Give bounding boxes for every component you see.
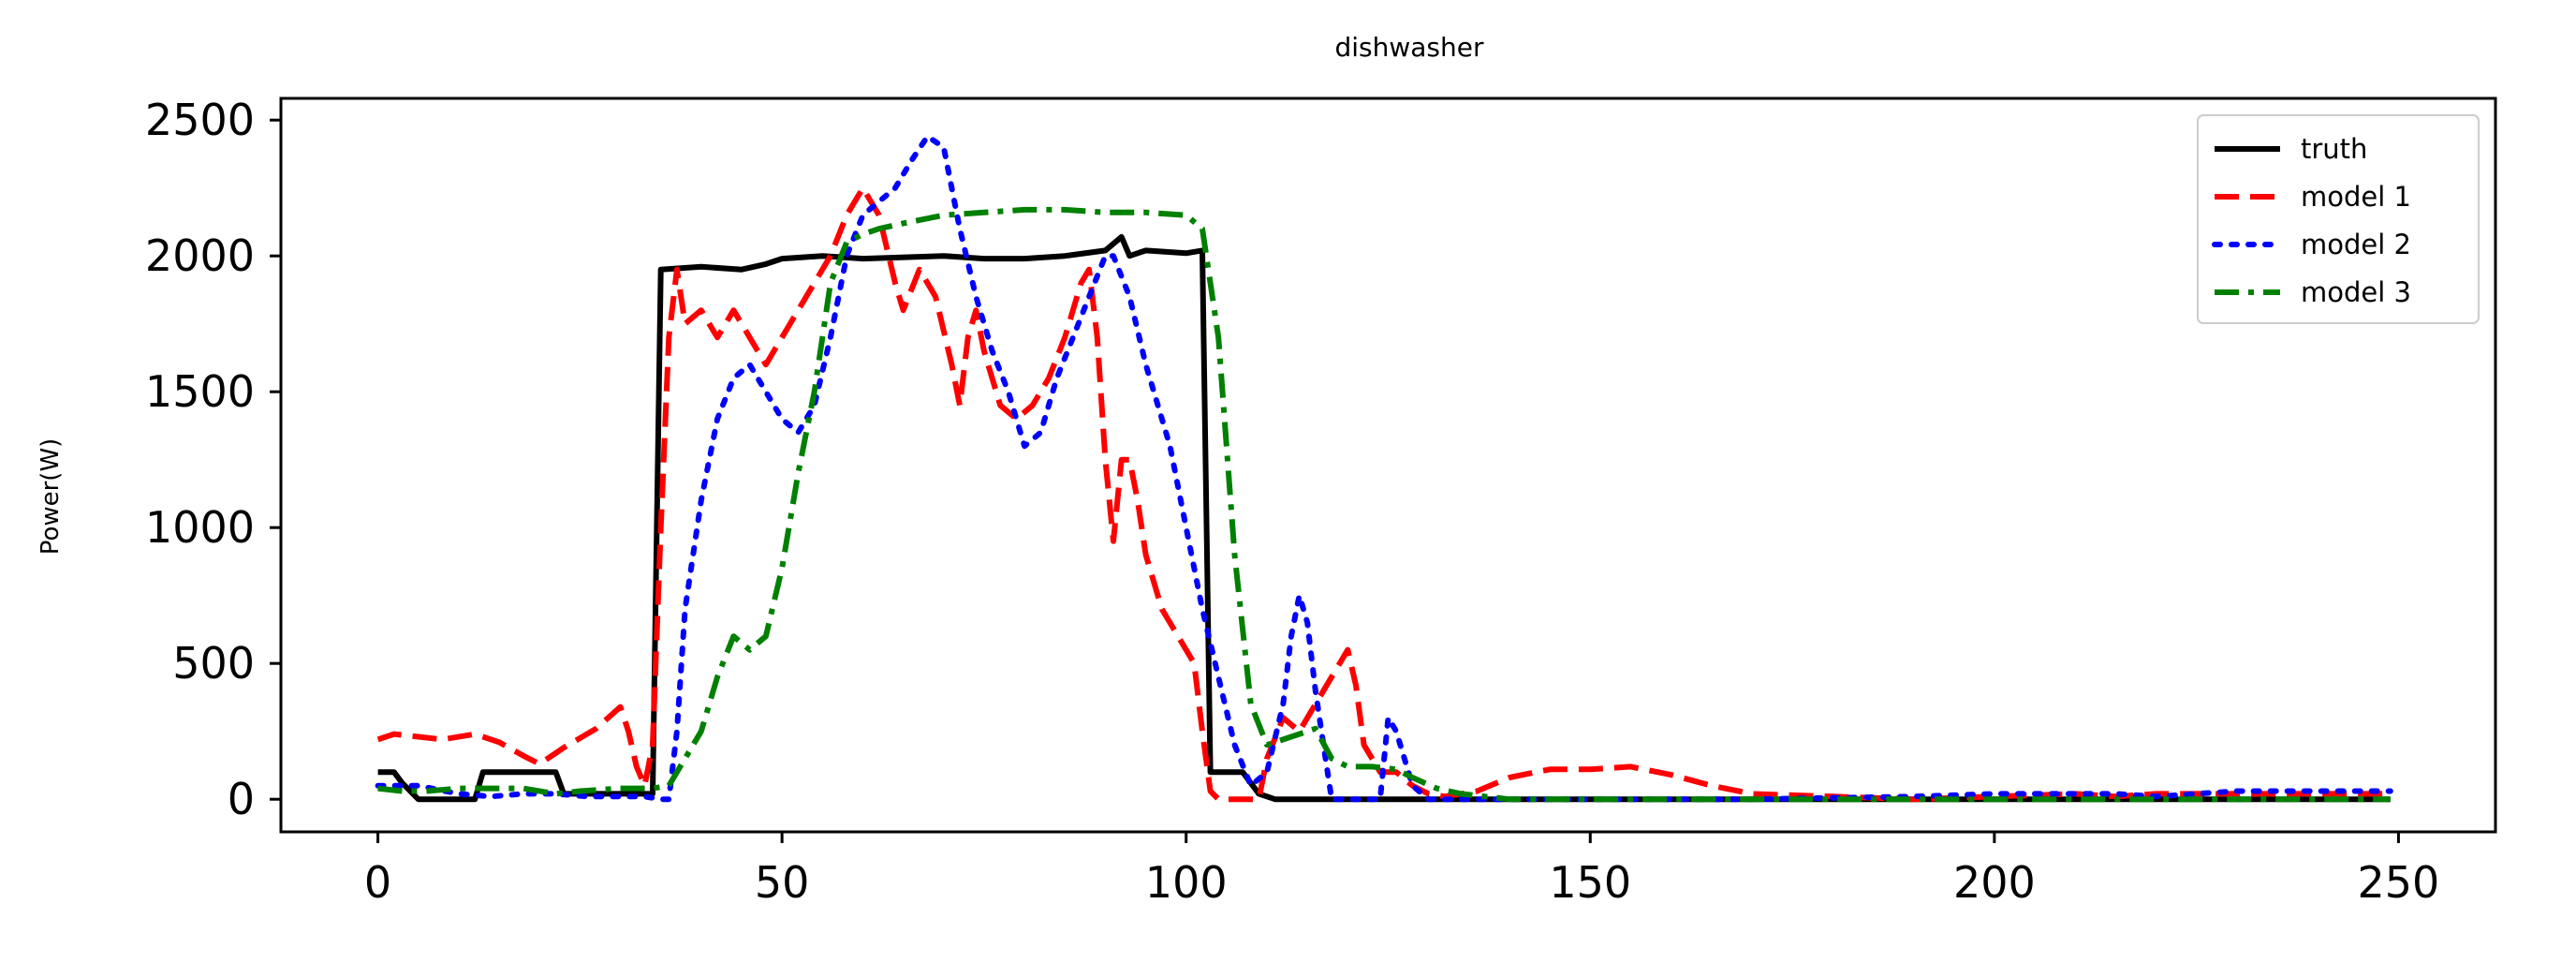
y-tick-label: 1000 [145,502,255,553]
legend-entry-label: model 2 [2301,229,2411,260]
chart-title: dishwasher [1334,32,1484,63]
x-tick-label: 250 [2358,857,2440,908]
x-tick-label: 50 [755,857,810,908]
series-line-model-1 [376,185,2391,803]
x-tick-label: 200 [1953,857,2036,908]
x-tick-label: 0 [364,857,391,908]
series-layer [375,133,2393,803]
y-tick-label: 2000 [145,230,255,281]
y-tick-label: 0 [228,774,255,824]
y-tick-label: 2500 [145,95,255,145]
x-tick-label: 100 [1145,857,1228,908]
series-line-model-3 [377,206,2391,803]
legend: truth model 1 model 2 model 3 [2197,114,2480,324]
legend-entry-label: truth [2301,133,2367,165]
x-tick-label: 150 [1549,857,1631,908]
y-tick-label: 1500 [145,366,255,417]
y-axis-label: Power(W) [37,438,65,556]
plot-frame [279,96,2497,834]
y-tick-label: 500 [172,638,255,689]
plot-border [279,96,2497,834]
legend-box [2197,114,2480,324]
legend-entry-label: model 1 [2301,181,2411,213]
series-line-model-2 [375,133,2393,803]
legend-entry-label: model 3 [2301,276,2411,308]
